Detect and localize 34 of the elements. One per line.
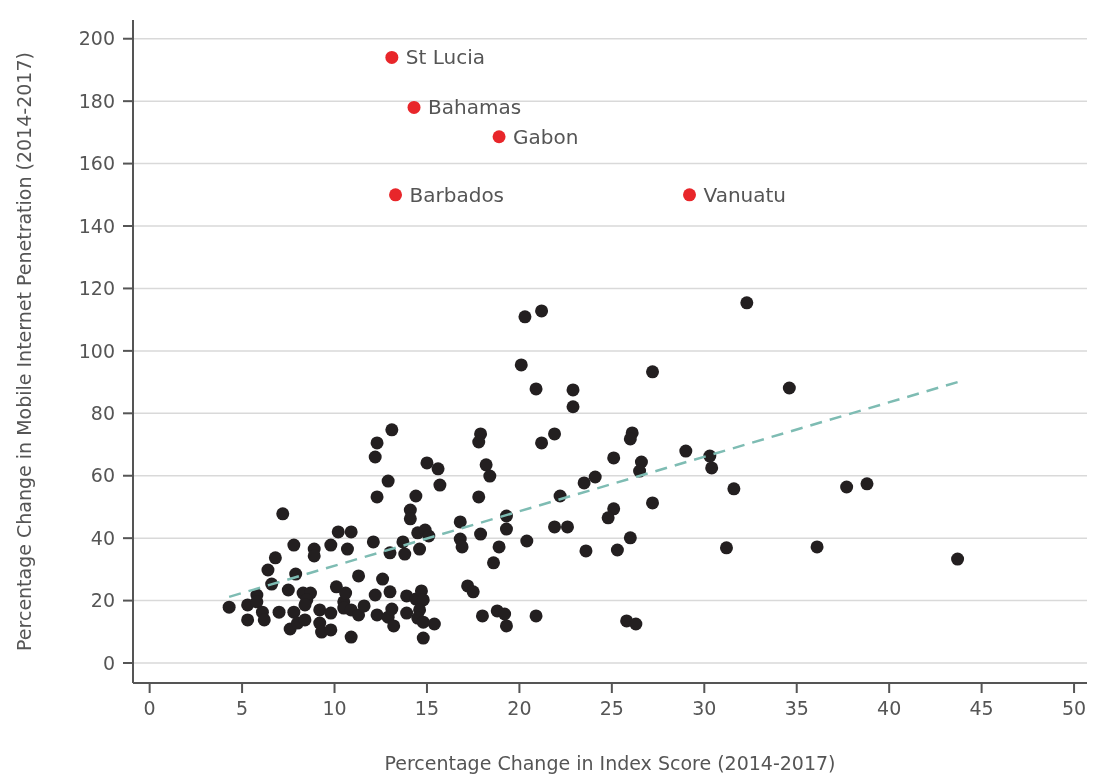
y-axis-title: Percentage Change in Mobile Internet Penetration (2014-2017) <box>12 52 35 651</box>
x-tick-label: 0 <box>143 697 156 719</box>
y-tick-label: 0 <box>102 651 115 674</box>
x-tick-label: 40 <box>877 697 902 719</box>
annotation: Barbados <box>409 182 505 207</box>
y-tick-label: 120 <box>78 277 115 300</box>
point <box>407 100 421 114</box>
annotation: Bahamas <box>428 95 522 120</box>
y-tick-label: 100 <box>78 339 115 362</box>
x-tick-label: 25 <box>599 697 624 719</box>
x-tick-label: 45 <box>969 697 994 719</box>
x-tick-label: 35 <box>784 697 809 719</box>
y-tick-label: 80 <box>90 401 115 424</box>
point <box>492 130 506 144</box>
point <box>683 188 696 202</box>
annotation: Vanuatu <box>703 182 787 207</box>
y-tick-label: 60 <box>90 464 115 487</box>
x-tick-label: 15 <box>414 697 440 719</box>
x-tick-label: 5 <box>236 697 249 719</box>
point <box>385 50 399 64</box>
y-tick-label: 140 <box>78 214 115 237</box>
annotation: Gabon <box>513 124 579 149</box>
y-tick-label: 180 <box>78 89 115 112</box>
annotation: St Lucia <box>405 45 486 70</box>
point <box>389 188 403 202</box>
x-tick-label: 20 <box>507 697 532 719</box>
x-axis-title: Percentage Change in Index Score (2014-2017) <box>384 752 836 774</box>
y-tick-label: 200 <box>78 27 115 50</box>
y-tick-label: 160 <box>78 152 115 175</box>
x-tick-label: 10 <box>322 697 347 719</box>
x-tick-label: 30 <box>692 697 717 719</box>
y-tick-label: 40 <box>90 526 115 549</box>
x-tick-label: 50 <box>1061 697 1087 719</box>
y-tick-label: 20 <box>90 589 115 612</box>
